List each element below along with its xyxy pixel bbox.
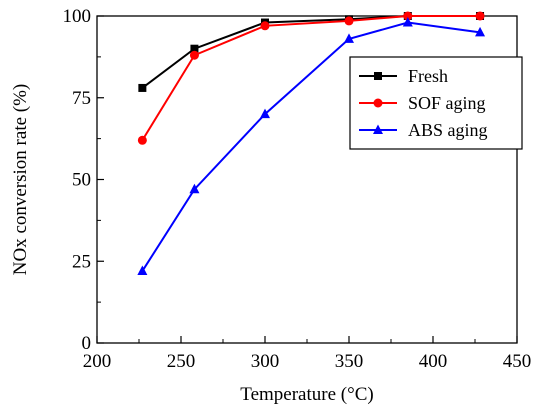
y-tick-label: 75 (72, 88, 91, 109)
data-point (190, 44, 199, 53)
data-point (137, 265, 148, 276)
x-axis-title: Temperature (°C) (240, 384, 373, 405)
data-point (475, 11, 485, 21)
data-point (475, 26, 486, 37)
data-point (403, 11, 413, 21)
data-point (344, 33, 354, 43)
data-point (189, 50, 199, 60)
data-point (189, 183, 200, 194)
legend-entry: ABS aging (359, 120, 488, 140)
y-axis-title: NOx conversion rate (%) (10, 84, 31, 276)
legend-marker (374, 72, 382, 80)
x-tick-label: 200 (83, 351, 112, 372)
data-point (344, 16, 354, 26)
x-axis-ticks: 200 250 300 350 400 450 (83, 336, 532, 372)
legend-label: SOF aging (408, 93, 486, 113)
x-tick-label: 400 (419, 351, 448, 372)
y-axis-ticks: 0 25 50 75 100 (63, 6, 104, 354)
legend-marker (373, 124, 383, 134)
legend-label: Fresh (408, 66, 448, 86)
series-layer (137, 11, 486, 276)
data-point (138, 83, 147, 92)
x-tick-label: 250 (167, 351, 196, 372)
y-tick-label: 0 (82, 333, 92, 354)
data-point (402, 17, 413, 27)
legend-label: ABS aging (408, 120, 488, 140)
data-point (260, 21, 270, 31)
x-tick-label: 300 (251, 351, 280, 372)
x-tick-label: 350 (335, 351, 364, 372)
y-tick-label: 50 (72, 170, 91, 191)
series-sof-aging (137, 11, 485, 145)
data-point (137, 135, 147, 145)
y-tick-label: 25 (72, 251, 91, 272)
series-line (141, 15, 481, 141)
legend-entry: SOF aging (359, 93, 486, 113)
series-abs-aging (137, 17, 486, 276)
y-tick-label: 100 (63, 6, 92, 27)
x-tick-label: 450 (503, 351, 532, 372)
legend: Fresh SOF aging ABS aging (349, 56, 523, 150)
legend-entry: Fresh (359, 66, 448, 86)
series-line (141, 21, 481, 272)
data-point (260, 108, 270, 119)
legend-marker (373, 98, 383, 108)
